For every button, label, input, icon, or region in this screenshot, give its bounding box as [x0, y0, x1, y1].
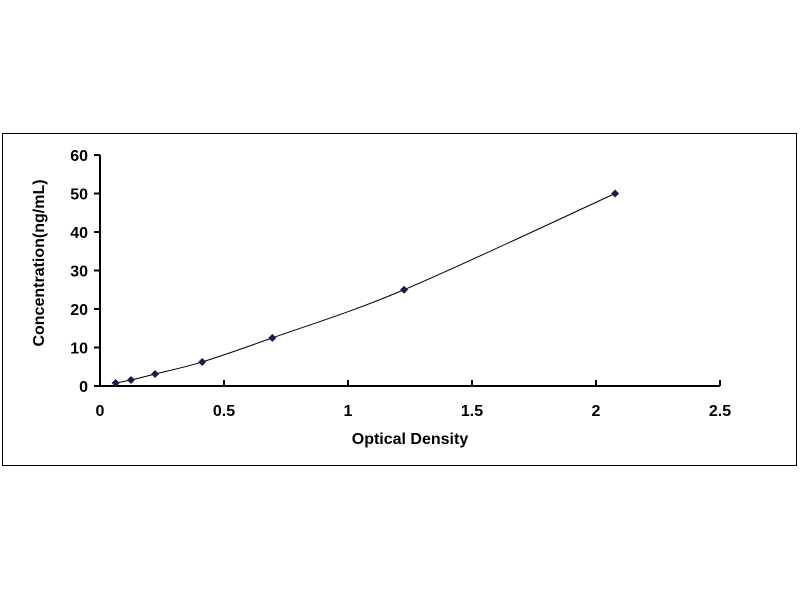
data-point: [611, 189, 620, 198]
data-point: [111, 378, 120, 387]
chart-frame: [2, 133, 797, 466]
data-point: [151, 369, 160, 378]
x-tick-label: 2.5: [709, 403, 731, 420]
trendline: [115, 193, 616, 384]
data-point: [127, 375, 135, 384]
x-tick-label: 0.5: [213, 403, 235, 420]
y-tick-label: 40: [70, 225, 88, 242]
data-point: [400, 285, 409, 294]
x-tick-label: 0: [96, 403, 105, 420]
y-tick-label: 30: [70, 264, 88, 281]
y-tick-label: 10: [70, 341, 88, 358]
y-tick-label: 20: [70, 302, 88, 319]
y-tick-label: 60: [70, 148, 88, 165]
x-tick-label: 1: [344, 403, 353, 420]
data-point: [198, 357, 207, 366]
y-axis-label: Concentration(ng/mL): [31, 179, 48, 346]
data-point: [268, 333, 277, 342]
x-tick-label: 1.5: [461, 403, 483, 420]
y-tick-label: 50: [70, 187, 88, 204]
x-axis-label: Optical Density: [352, 431, 469, 448]
y-tick-label: 0: [79, 379, 88, 396]
x-tick-label: 2: [592, 403, 601, 420]
